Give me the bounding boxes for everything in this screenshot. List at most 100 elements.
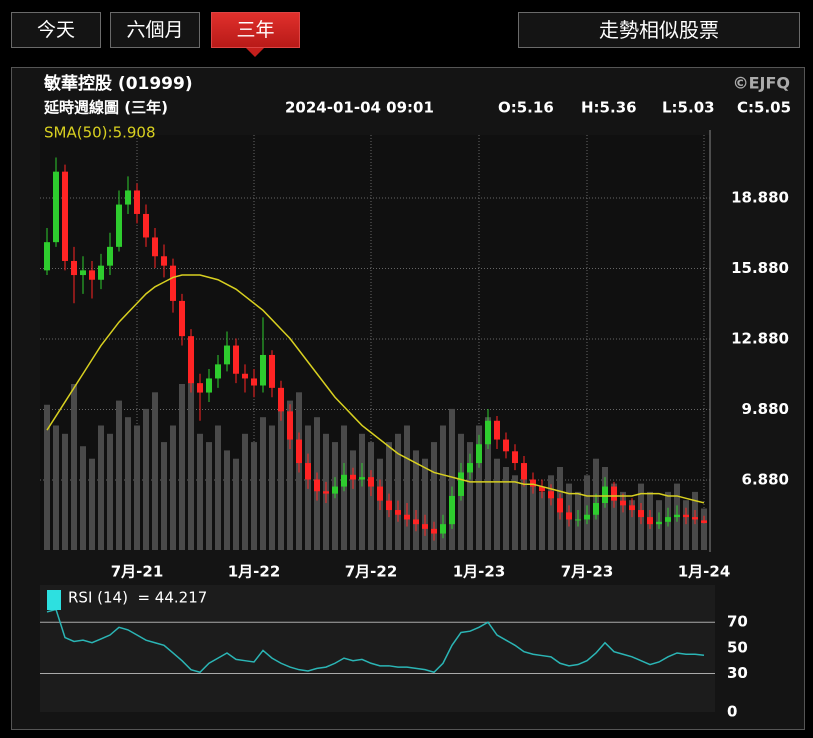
rsi-plot [40,585,715,712]
candle-body [575,519,581,521]
tab[interactable]: 三年 [211,12,300,48]
volume-bar [161,442,167,550]
candle-body [629,505,635,511]
volume-bar [350,450,356,550]
volume-bar [305,425,311,550]
candle-body [251,378,257,386]
candle-body [314,479,320,492]
similar-stocks-button[interactable]: 走勢相似股票 [518,12,800,48]
volume-bar [341,425,347,550]
volume-bar [260,417,266,550]
volume-bar [89,458,95,550]
volume-bar [557,467,563,550]
volume-bar [413,450,419,550]
candle-body [656,521,662,525]
candle-body [458,472,464,496]
ohlc-close: C:5.05 [737,99,791,117]
volume-bar [458,433,464,550]
volume-bar [332,442,338,550]
candle-body [521,463,527,480]
candle-body [260,354,266,386]
candle-body [89,270,95,280]
candle-body [377,486,383,501]
candle-body [224,345,230,365]
volume-bar [395,433,401,550]
y-tick-label: 70 [727,613,748,631]
y-tick-label: 18.880 [731,188,789,206]
candle-body [440,524,446,534]
volume-bar [368,442,374,550]
volume-bar [440,425,446,550]
candle-body [332,486,338,494]
y-tick-label: 12.880 [731,329,789,347]
candle-body [62,171,68,261]
y-tick-label: 6.880 [742,470,789,488]
volume-bar [512,475,518,550]
candle-body [422,524,428,529]
candle-body [548,491,554,499]
candle-body [485,420,491,445]
volume-bar [656,500,662,550]
candle-body [647,517,653,525]
candle-body [665,517,671,522]
candle-body [53,171,59,243]
stock-title: 敏華控股 (01999) [43,73,193,94]
candle-body [179,300,185,337]
candle-body [170,265,176,301]
volume-bar [242,433,248,550]
candle-body [602,486,608,504]
candle-body [233,345,239,374]
y-tick-label: 15.880 [731,259,789,277]
chart-panel [11,67,805,730]
sma-line [46,274,705,504]
candle-body [674,514,680,518]
candle-body [134,190,140,214]
volume-bar [611,483,617,550]
candle-body [494,420,500,440]
volume-bar [521,467,527,550]
candle-body [431,528,437,534]
volume-bar [314,417,320,550]
volume-bar [215,425,221,550]
volume-bar [116,400,122,550]
volume-bar [494,458,500,550]
candle-body [701,520,707,523]
volume-bar [323,433,329,550]
volume-bar [701,508,707,550]
candle-body [125,190,131,205]
candle-body [152,237,158,257]
volume-bar [665,491,671,550]
timestamp: 2024-01-04 09:01 [285,99,434,117]
volume-bar [152,392,158,550]
ohlc-high: H:5.36 [581,99,637,117]
candle-body [80,270,86,276]
volume-bar [620,491,626,550]
volume-bar [584,475,590,550]
volume-bar [548,475,554,550]
ohlc-low: L:5.03 [662,99,715,117]
tab[interactable]: 六個月 [110,12,200,48]
candle-body [530,479,536,487]
legend-label: RSI (14) = 44.217 [68,589,207,607]
volume-bar [233,458,239,550]
candle-body [71,260,77,276]
volume-bar [251,442,257,550]
y-tick-label: 30 [727,664,748,682]
volume-bar [206,442,212,550]
candle-body [476,444,482,464]
candle-body [539,486,545,492]
candle-body [206,378,212,393]
volume-bar [80,446,86,550]
volume-bar [674,483,680,550]
volume-bar [422,458,428,550]
tab[interactable]: 今天 [11,12,101,48]
volume-bar [179,384,185,550]
x-tick-label: 1月-23 [453,563,506,581]
volume-bar [629,500,635,550]
volume-bar [467,442,473,550]
candle-body [323,491,329,494]
candle-body [566,512,572,520]
volume-bar [134,425,140,550]
candle-body [413,519,419,525]
candle-body [278,387,284,412]
